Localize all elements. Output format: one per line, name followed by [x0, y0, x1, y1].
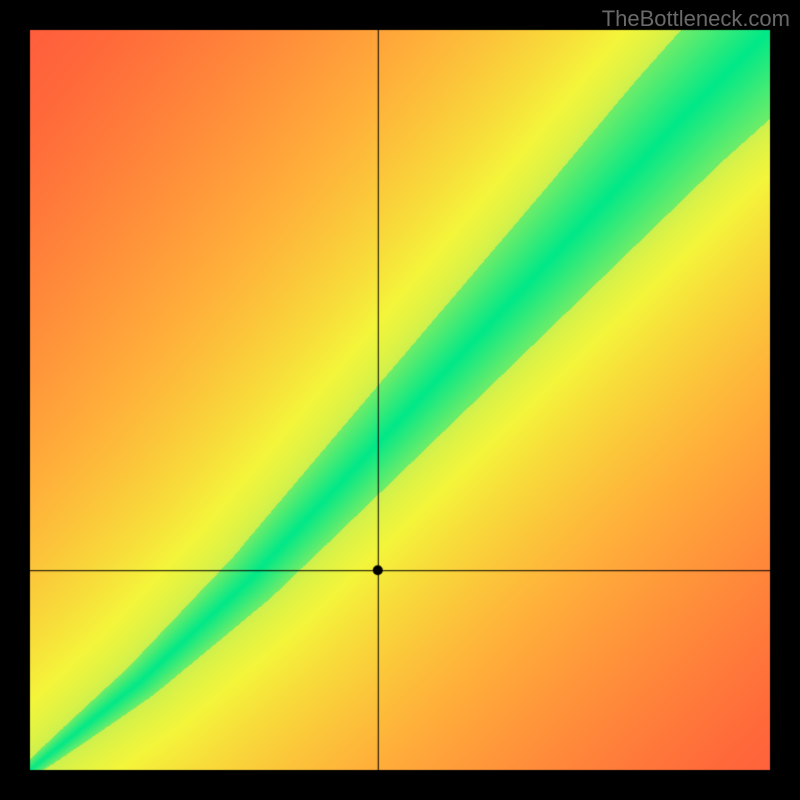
bottleneck-heatmap: [0, 0, 800, 800]
watermark-text: TheBottleneck.com: [602, 6, 790, 32]
